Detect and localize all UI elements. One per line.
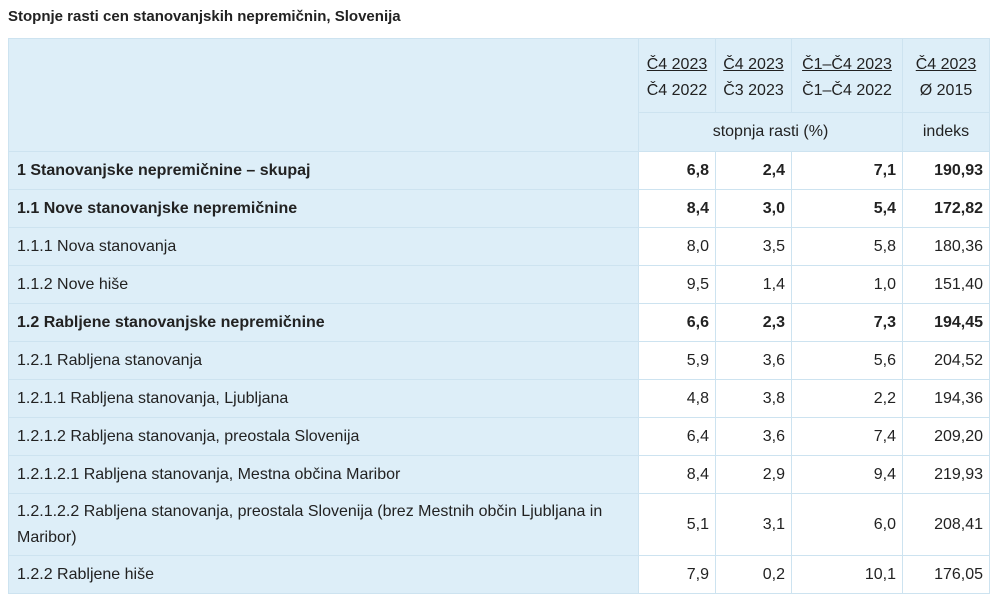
column-header-top[interactable]: Č1–Č4 2023 bbox=[802, 56, 892, 73]
table-row: 1 Stanovanjske nepremičnine – skupaj 6,8 2… bbox=[8, 151, 990, 190]
column-header-top[interactable]: Č4 2023 bbox=[915, 56, 977, 73]
value-cell: 5,1 bbox=[638, 493, 716, 556]
value-cell: 6,0 bbox=[791, 493, 903, 556]
value-cell: 194,36 bbox=[902, 379, 990, 418]
table-row: 1.2.1.2.1 Rabljena stanovanja, Mestna ob… bbox=[8, 455, 990, 494]
value-cell: 6,8 bbox=[638, 151, 716, 190]
value-cell: 3,6 bbox=[715, 417, 792, 456]
value-cell: 8,4 bbox=[638, 455, 716, 494]
header-row-units: stopnja rasti (%) indeks bbox=[9, 112, 990, 152]
value-cell: 3,5 bbox=[715, 227, 792, 266]
value-cell: 209,20 bbox=[902, 417, 990, 456]
value-cell: 0,2 bbox=[715, 555, 792, 594]
value-cell: 5,8 bbox=[791, 227, 903, 266]
unit-index: indeks bbox=[902, 112, 990, 152]
row-label: 1.2 Rabljene stanovanjske nepremičnine bbox=[8, 303, 639, 342]
value-cell: 3,8 bbox=[715, 379, 792, 418]
value-cell: 9,4 bbox=[791, 455, 903, 494]
column-header-bottom: Ø 2015 bbox=[919, 82, 973, 99]
value-cell: 219,93 bbox=[902, 455, 990, 494]
value-cell: 2,9 bbox=[715, 455, 792, 494]
value-cell: 2,2 bbox=[791, 379, 903, 418]
table-row: 1.1 Nove stanovanjske nepremičnine 8,4 3,0… bbox=[8, 189, 990, 228]
value-cell: 2,4 bbox=[715, 151, 792, 190]
value-cell: 7,4 bbox=[791, 417, 903, 456]
value-cell: 1,4 bbox=[715, 265, 792, 304]
table-row: 1.2.1.2 Rabljena stanovanja, preostala S… bbox=[8, 417, 990, 456]
value-cell: 3,1 bbox=[715, 493, 792, 556]
value-cell: 6,4 bbox=[638, 417, 716, 456]
value-cell: 3,6 bbox=[715, 341, 792, 380]
value-cell: 176,05 bbox=[902, 555, 990, 594]
table-row: 1.1.2 Nove hiše 9,5 1,4 1,0 151,40 bbox=[8, 265, 990, 304]
column-header-2[interactable]: Č4 2023 Č3 2023 bbox=[715, 38, 792, 113]
unit-growth-rate: stopnja rasti (%) bbox=[638, 112, 903, 152]
row-label: 1.2.1 Rabljena stanovanja bbox=[8, 341, 639, 380]
value-cell: 7,1 bbox=[791, 151, 903, 190]
column-header-3[interactable]: Č1–Č4 2023 Č1–Č4 2022 bbox=[791, 38, 903, 113]
table-row: 1.1.1 Nova stanovanja 8,0 3,5 5,8 180,36 bbox=[8, 227, 990, 266]
column-header-top[interactable]: Č4 2023 bbox=[646, 56, 708, 73]
growth-rates-table: Č4 2023 Č4 2022 Č4 2023 Č3 2023 Č1–Č4 20… bbox=[8, 38, 990, 594]
column-header-1[interactable]: Č4 2023 Č4 2022 bbox=[638, 38, 716, 113]
value-cell: 9,5 bbox=[638, 265, 716, 304]
value-cell: 204,52 bbox=[902, 341, 990, 380]
row-label: 1.1.2 Nove hiše bbox=[8, 265, 639, 304]
row-label: 1.2.1.2.2 Rabljena stanovanja, preostala… bbox=[8, 493, 639, 556]
value-cell: 8,0 bbox=[638, 227, 716, 266]
value-cell: 172,82 bbox=[902, 189, 990, 228]
value-cell: 8,4 bbox=[638, 189, 716, 228]
table-row: 1.2.1.1 Rabljena stanovanja, Ljubljana 4,… bbox=[8, 379, 990, 418]
value-cell: 3,0 bbox=[715, 189, 792, 228]
column-header-4[interactable]: Č4 2023 Ø 2015 bbox=[902, 38, 990, 113]
row-label: 1.2.1.2.1 Rabljena stanovanja, Mestna ob… bbox=[8, 455, 639, 494]
value-cell: 6,6 bbox=[638, 303, 716, 342]
header-empty-cell bbox=[8, 38, 639, 152]
value-cell: 10,1 bbox=[791, 555, 903, 594]
column-header-top[interactable]: Č4 2023 bbox=[723, 56, 784, 73]
value-cell: 7,3 bbox=[791, 303, 903, 342]
row-label: 1.1.1 Nova stanovanja bbox=[8, 227, 639, 266]
value-cell: 180,36 bbox=[902, 227, 990, 266]
table-body: 1 Stanovanjske nepremičnine – skupaj 6,8 2… bbox=[8, 151, 990, 594]
table-title: Stopnje rasti cen stanovanjskih nepremič… bbox=[8, 8, 401, 25]
table-row: 1.2.1.2.2 Rabljena stanovanja, preostala… bbox=[8, 493, 990, 556]
value-cell: 4,8 bbox=[638, 379, 716, 418]
table-row: 1.2 Rabljene stanovanjske nepremičnine 6,… bbox=[8, 303, 990, 342]
value-cell: 208,41 bbox=[902, 493, 990, 556]
value-cell: 5,4 bbox=[791, 189, 903, 228]
value-cell: 151,40 bbox=[902, 265, 990, 304]
value-cell: 5,6 bbox=[791, 341, 903, 380]
table-row: 1.2.2 Rabljene hiše 7,9 0,2 10,1 176,05 bbox=[8, 555, 990, 594]
table-row: 1.2.1 Rabljena stanovanja 5,9 3,6 5,6 204,52 bbox=[8, 341, 990, 380]
value-cell: 190,93 bbox=[902, 151, 990, 190]
value-cell: 1,0 bbox=[791, 265, 903, 304]
header-row-periods: Č4 2023 Č4 2022 Č4 2023 Č3 2023 Č1–Č4 20… bbox=[8, 38, 990, 152]
value-cell: 7,9 bbox=[638, 555, 716, 594]
row-label: 1.2.2 Rabljene hiše bbox=[8, 555, 639, 594]
column-header-bottom: Č3 2023 bbox=[723, 82, 784, 99]
row-label: 1 Stanovanjske nepremičnine – skupaj bbox=[8, 151, 639, 190]
value-cell: 5,9 bbox=[638, 341, 716, 380]
row-label: 1.2.1.2 Rabljena stanovanja, preostala S… bbox=[8, 417, 639, 456]
value-cell: 194,45 bbox=[902, 303, 990, 342]
value-cell: 2,3 bbox=[715, 303, 792, 342]
column-header-bottom: Č4 2022 bbox=[646, 82, 708, 99]
row-label: 1.1 Nove stanovanjske nepremičnine bbox=[8, 189, 639, 228]
row-label: 1.2.1.1 Rabljena stanovanja, Ljubljana bbox=[8, 379, 639, 418]
column-header-bottom: Č1–Č4 2022 bbox=[802, 82, 892, 99]
